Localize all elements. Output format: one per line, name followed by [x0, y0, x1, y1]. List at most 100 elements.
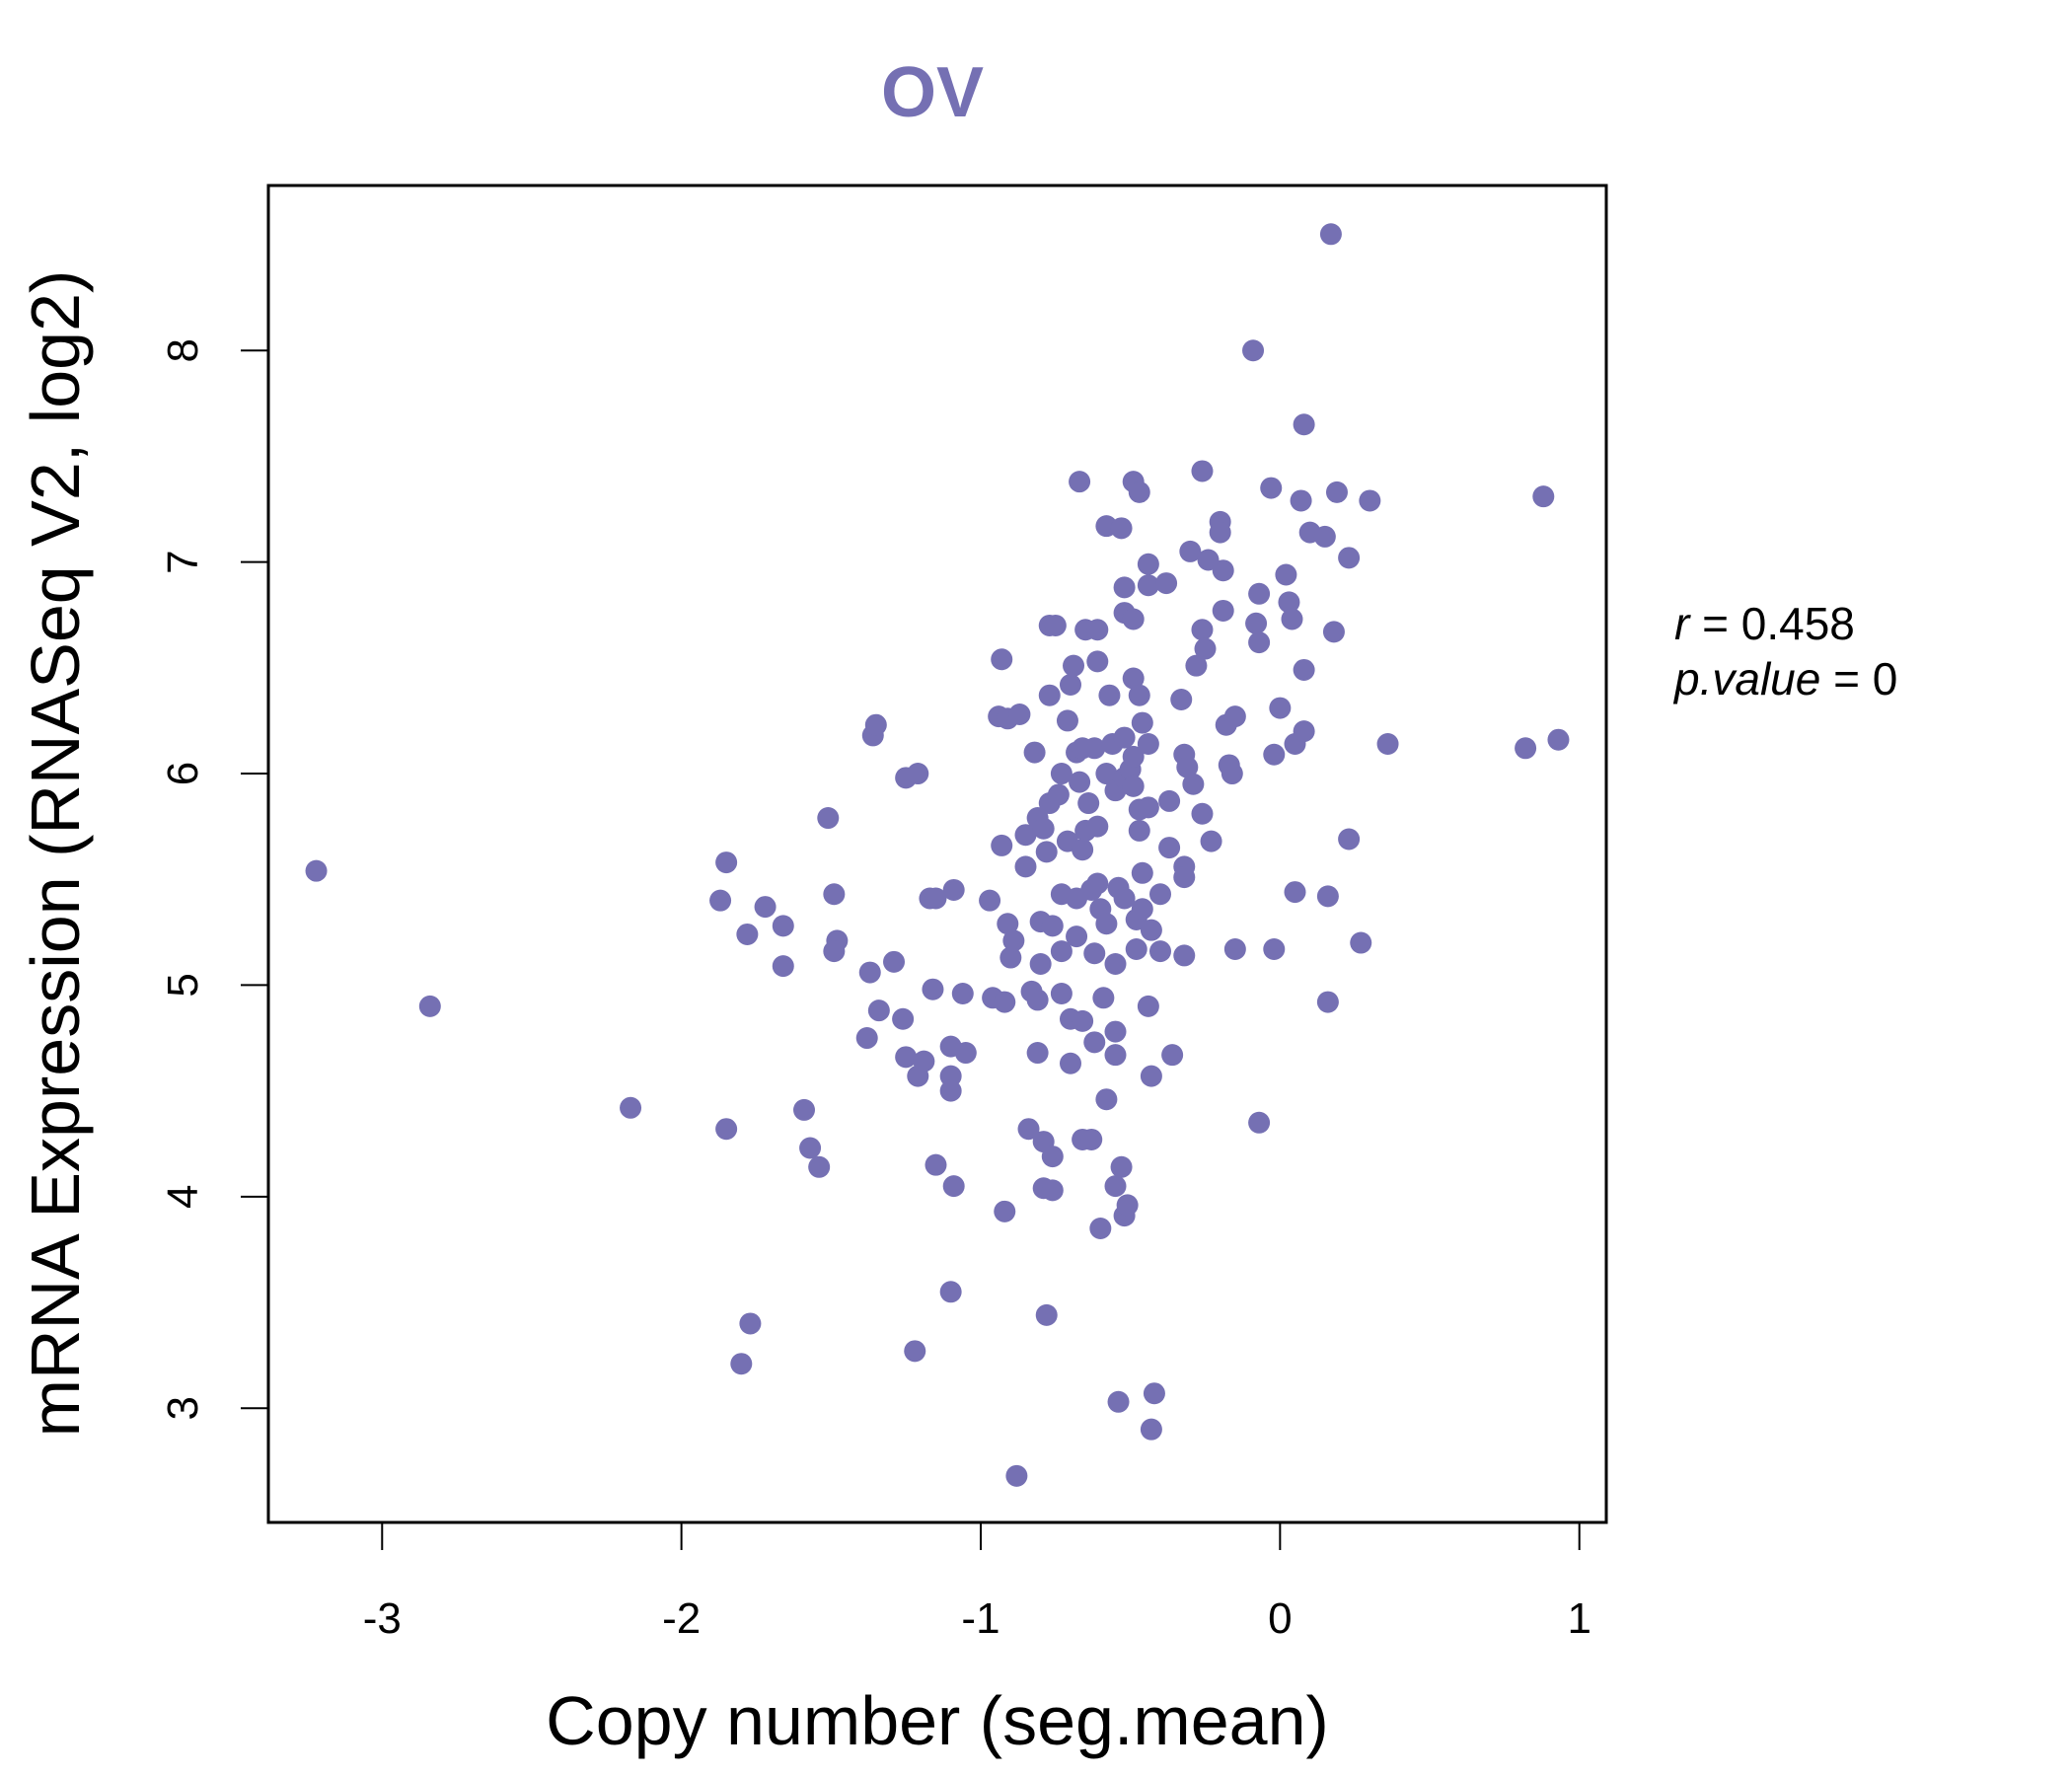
- data-point: [1140, 919, 1162, 941]
- data-point: [1182, 773, 1205, 795]
- data-point: [1086, 872, 1109, 895]
- data-point: [1191, 802, 1214, 825]
- data-point: [1221, 763, 1243, 785]
- y-tick-label: 6: [159, 762, 207, 785]
- x-tick-label: 0: [1268, 1594, 1292, 1643]
- data-point: [1170, 688, 1193, 710]
- p-annotation: p.value = 0: [1672, 653, 1897, 704]
- data-point: [1269, 697, 1292, 719]
- data-point: [997, 913, 1019, 935]
- data-point: [883, 950, 906, 973]
- data-point: [1155, 572, 1178, 595]
- data-point: [1095, 763, 1118, 785]
- data-point: [1248, 631, 1271, 654]
- data-point: [1047, 783, 1070, 806]
- data-point: [1014, 824, 1037, 847]
- data-point: [1191, 619, 1214, 641]
- data-point: [1056, 709, 1078, 732]
- data-point: [1245, 612, 1268, 634]
- data-point: [793, 1098, 816, 1121]
- y-tick-label: 8: [159, 338, 207, 362]
- data-point: [715, 1118, 738, 1141]
- data-point: [1050, 763, 1073, 785]
- data-point: [1293, 413, 1315, 436]
- data-point: [1128, 481, 1150, 503]
- data-point: [1191, 460, 1214, 482]
- data-point: [907, 763, 929, 785]
- data-point: [1158, 789, 1181, 812]
- data-point: [1113, 887, 1136, 910]
- data-point: [1242, 339, 1265, 362]
- y-tick-label: 5: [159, 973, 207, 997]
- r-equals: =: [1702, 598, 1741, 649]
- data-point: [715, 851, 738, 874]
- data-point: [1077, 792, 1100, 815]
- data-point: [1281, 608, 1303, 630]
- data-point: [1086, 619, 1109, 641]
- data-point: [1263, 937, 1286, 960]
- data-point: [1128, 684, 1150, 706]
- data-point: [1026, 1042, 1049, 1065]
- data-point: [1059, 1052, 1081, 1074]
- data-point: [1110, 517, 1133, 540]
- data-point: [942, 1175, 965, 1198]
- data-point: [808, 1155, 831, 1178]
- data-point: [999, 946, 1022, 969]
- data-point: [867, 999, 890, 1022]
- data-point: [1069, 471, 1091, 493]
- data-point: [1032, 817, 1055, 840]
- x-axis-label: Copy number (seg.mean): [546, 1682, 1329, 1759]
- data-point: [1290, 489, 1312, 512]
- data-point: [1083, 1031, 1106, 1054]
- data-point: [1066, 925, 1088, 948]
- data-point: [1017, 1118, 1040, 1141]
- data-point: [1122, 608, 1145, 630]
- data-point: [1149, 940, 1171, 963]
- data-point: [1209, 521, 1231, 544]
- data-point: [925, 1153, 947, 1176]
- data-point: [1248, 582, 1271, 605]
- data-point: [1131, 898, 1153, 921]
- data-point: [1110, 1155, 1133, 1178]
- data-point: [1089, 1217, 1112, 1239]
- data-point: [1080, 1128, 1103, 1150]
- data-point: [1137, 796, 1159, 819]
- correlation-annotation: r = 0.458 p.value = 0: [1672, 598, 1897, 704]
- data-point: [1038, 684, 1061, 706]
- data-point: [1116, 1194, 1139, 1217]
- data-point: [1316, 991, 1339, 1013]
- data-point: [1035, 841, 1058, 863]
- data-point: [1050, 940, 1073, 963]
- data-point: [1278, 591, 1300, 614]
- data-point: [904, 1340, 926, 1363]
- data-point: [1212, 559, 1234, 582]
- data-point: [1014, 855, 1037, 878]
- data-point: [1223, 705, 1246, 728]
- y-tick-label: 4: [159, 1185, 207, 1209]
- data-point: [991, 648, 1013, 671]
- data-point: [1200, 830, 1222, 852]
- data-point: [1350, 931, 1372, 954]
- data-point: [1179, 540, 1202, 562]
- data-point: [1140, 1418, 1162, 1441]
- data-point: [855, 1027, 878, 1050]
- data-point: [1083, 737, 1106, 760]
- data-point: [994, 991, 1016, 1013]
- data-point: [1173, 866, 1196, 889]
- data-point: [913, 1050, 935, 1073]
- data-point: [1137, 995, 1159, 1017]
- data-point: [1041, 1146, 1064, 1168]
- data-point: [1322, 621, 1345, 643]
- data-point: [1029, 952, 1052, 975]
- data-point: [1092, 987, 1115, 1009]
- data-points: [305, 223, 1570, 1487]
- r-annotation: r = 0.458: [1674, 598, 1855, 649]
- r-value: 0.458: [1741, 598, 1855, 649]
- data-point: [1194, 637, 1217, 660]
- data-point: [736, 923, 759, 945]
- data-point: [1104, 1175, 1127, 1198]
- chart-title: OV: [881, 53, 984, 132]
- data-point: [1137, 553, 1159, 575]
- data-point: [1104, 1020, 1127, 1043]
